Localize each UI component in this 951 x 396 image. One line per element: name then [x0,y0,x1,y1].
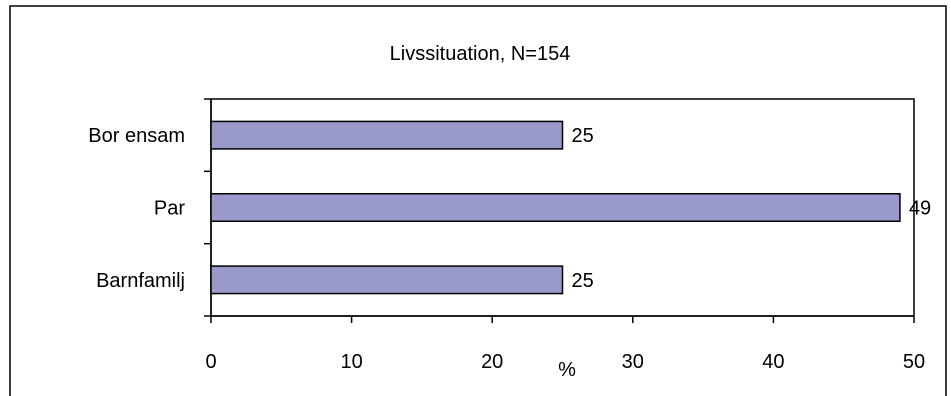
chart-title: Livssituation, N=154 [390,43,571,65]
x-tick-label-4: 40 [762,351,784,373]
x-ticks-group: 0 10 20 30 40 50 [205,316,925,373]
category-label-2: Barnfamilj [96,270,185,292]
data-label-1: 49 [909,198,931,220]
x-axis-label: % [558,359,576,381]
bar-2 [210,265,564,295]
category-label-0: Bor ensam [88,125,185,147]
x-tick-label-5: 50 [903,351,925,373]
x-tick-label-1: 10 [340,351,362,373]
bars-group: 25 Bor ensam 49 Par 25 Barnfamilj [88,120,931,295]
data-label-0: 25 [572,125,594,147]
x-tick-label-0: 0 [205,351,216,373]
category-label-1: Par [154,198,185,220]
bar-0 [210,120,564,150]
x-tick-label-2: 20 [481,351,503,373]
data-label-2: 25 [572,270,594,292]
x-tick-label-3: 30 [622,351,644,373]
bar-1 [210,193,901,222]
y-ticks-group [204,98,211,317]
